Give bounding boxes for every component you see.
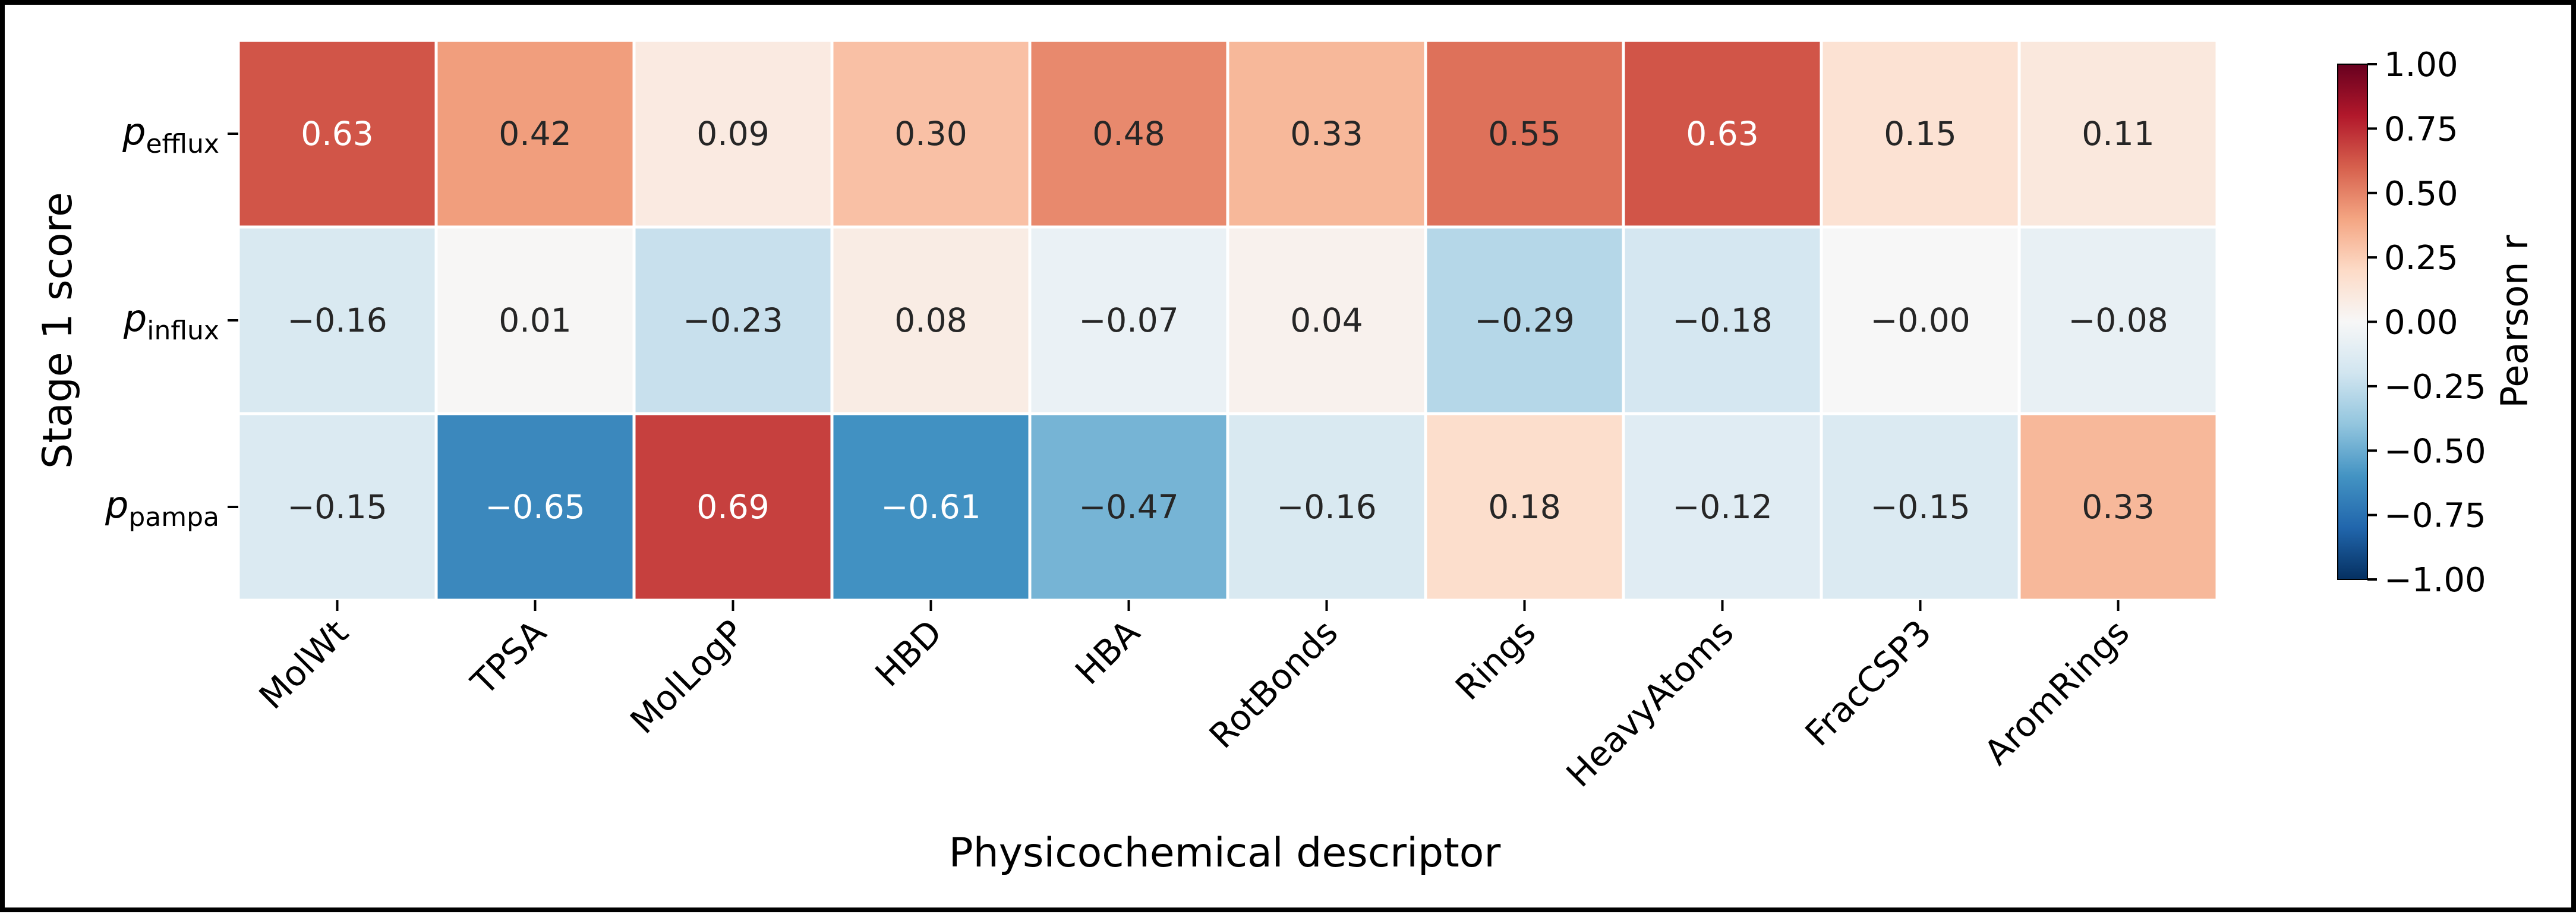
cell-value-label: 0.69 [696, 488, 769, 526]
heatmap-cell [1622, 412, 1823, 602]
heatmap-cell [1820, 412, 2021, 602]
colorbar-tick-label: −0.75 [2384, 497, 2486, 535]
colorbar-tick-label: −1.00 [2384, 561, 2486, 600]
cell-value-label: 0.30 [894, 115, 967, 153]
cell-value-label: 0.63 [1686, 115, 1758, 153]
heatmap-cell [1226, 39, 1427, 229]
cell-value-label: −0.16 [287, 301, 387, 339]
cell-value-label: 0.15 [1884, 115, 1956, 153]
colorbar-tick-label: 0.25 [2384, 239, 2458, 278]
cell-value-label: −0.15 [287, 488, 387, 526]
y-tick-label: pefflux [122, 110, 219, 159]
cell-value-label: 0.04 [1290, 301, 1363, 339]
cell-value-label: −0.08 [2068, 301, 2168, 339]
heatmap-cell [1622, 39, 1823, 229]
y-axis-title: Stage 1 score [34, 192, 81, 469]
heatmap-cells [237, 39, 2219, 602]
y-tick-label: ppampa [105, 483, 219, 532]
heatmap-cell [1424, 225, 1625, 415]
heatmap-cell [2017, 225, 2219, 415]
heatmap-chart: 0.63 0.42 0.09 0.30 0.48 0.33 0.55 0.63 0.15 0.11… [34, 39, 2536, 877]
cell-value-label: −0.18 [1672, 301, 1773, 339]
colorbar-label: Pearson r [2493, 235, 2536, 408]
heatmap-cell [434, 39, 636, 229]
cell-value-label: −0.29 [1474, 301, 1575, 339]
heatmap-cell [1226, 225, 1427, 415]
heatmap-cell [632, 39, 834, 229]
cell-value-label: 0.18 [1488, 488, 1560, 526]
heatmap-cell [1820, 225, 2021, 415]
cell-value-label: −0.65 [485, 488, 585, 526]
cell-value-label: 0.01 [499, 301, 571, 339]
x-tick-label: TPSA [463, 612, 554, 704]
cell-value-label: 0.08 [894, 301, 967, 339]
cell-value-label: −0.15 [1870, 488, 1970, 526]
cell-value-label: 0.48 [1092, 115, 1165, 153]
cell-value-label: −0.23 [683, 301, 783, 339]
heatmap-cell [237, 39, 438, 229]
cell-value-label: 0.55 [1488, 115, 1560, 153]
y-axis: pefflux pinflux ppampa [105, 110, 238, 532]
cell-value-label: −0.12 [1672, 488, 1773, 526]
cell-value-label: 0.09 [696, 115, 769, 153]
x-tick-label: MolWt [251, 612, 357, 717]
y-tick-label: pinflux [123, 297, 219, 346]
heatmap-cell [434, 412, 636, 602]
heatmap-cell [1622, 225, 1823, 415]
x-tick-label: HBA [1067, 612, 1147, 692]
colorbar-tick-label: 0.75 [2384, 110, 2458, 149]
colorbar-tick-label: 0.00 [2384, 304, 2458, 342]
cell-value-label: −0.07 [1079, 301, 1179, 339]
heatmap-cell [1424, 412, 1625, 602]
cell-value-label: 0.11 [2082, 115, 2154, 153]
colorbar-tick-label: 0.50 [2384, 175, 2458, 213]
heatmap-cell [237, 412, 438, 602]
colorbar-tick-label: 1.00 [2384, 46, 2458, 84]
x-tick-label: FracCSP3 [1798, 612, 1940, 754]
x-tick-label: AromRings [1976, 612, 2137, 773]
heatmap-cell [2017, 412, 2219, 602]
colorbar-gradient [2338, 64, 2367, 579]
cell-value-label: −0.00 [1870, 301, 1970, 339]
heatmap-cell [830, 225, 1032, 415]
x-tick-label: RotBonds [1202, 612, 1346, 757]
heatmap-cell [632, 412, 834, 602]
x-tick-label: HeavyAtoms [1559, 612, 1742, 795]
colorbar: 1.00 0.75 0.50 0.25 0.00 −0.25 −0.50 −0.75 −1.00 [2337, 46, 2486, 600]
cell-value-label: 0.33 [1290, 115, 1363, 153]
cell-value-label: 0.42 [499, 115, 571, 153]
cell-value-label: 0.63 [301, 115, 373, 153]
heatmap-cell [1028, 412, 1229, 602]
cell-value-label: −0.16 [1276, 488, 1377, 526]
x-tick-label: Rings [1448, 612, 1543, 708]
heatmap-cell [434, 225, 636, 415]
x-tick-label: MolLogP [622, 612, 752, 742]
heatmap-cell [830, 39, 1032, 229]
colorbar-tick-label: −0.25 [2384, 368, 2486, 406]
colorbar-tick-label: −0.50 [2384, 432, 2486, 471]
x-axis: MolWt TPSA MolLogP HBD HBA RotBonds Rings Heavy… [251, 600, 2137, 795]
heatmap-cell [2017, 39, 2219, 229]
cell-value-labels: 0.63 0.42 0.09 0.30 0.48 0.33 0.55 0.63 0.15 0.11… [287, 115, 2168, 526]
x-tick-label: HBD [868, 612, 950, 695]
cell-value-label: −0.61 [881, 488, 981, 526]
cell-value-label: −0.47 [1079, 488, 1179, 526]
x-axis-title: Physicochemical descriptor [949, 830, 1501, 877]
cell-value-label: 0.33 [2082, 488, 2154, 526]
